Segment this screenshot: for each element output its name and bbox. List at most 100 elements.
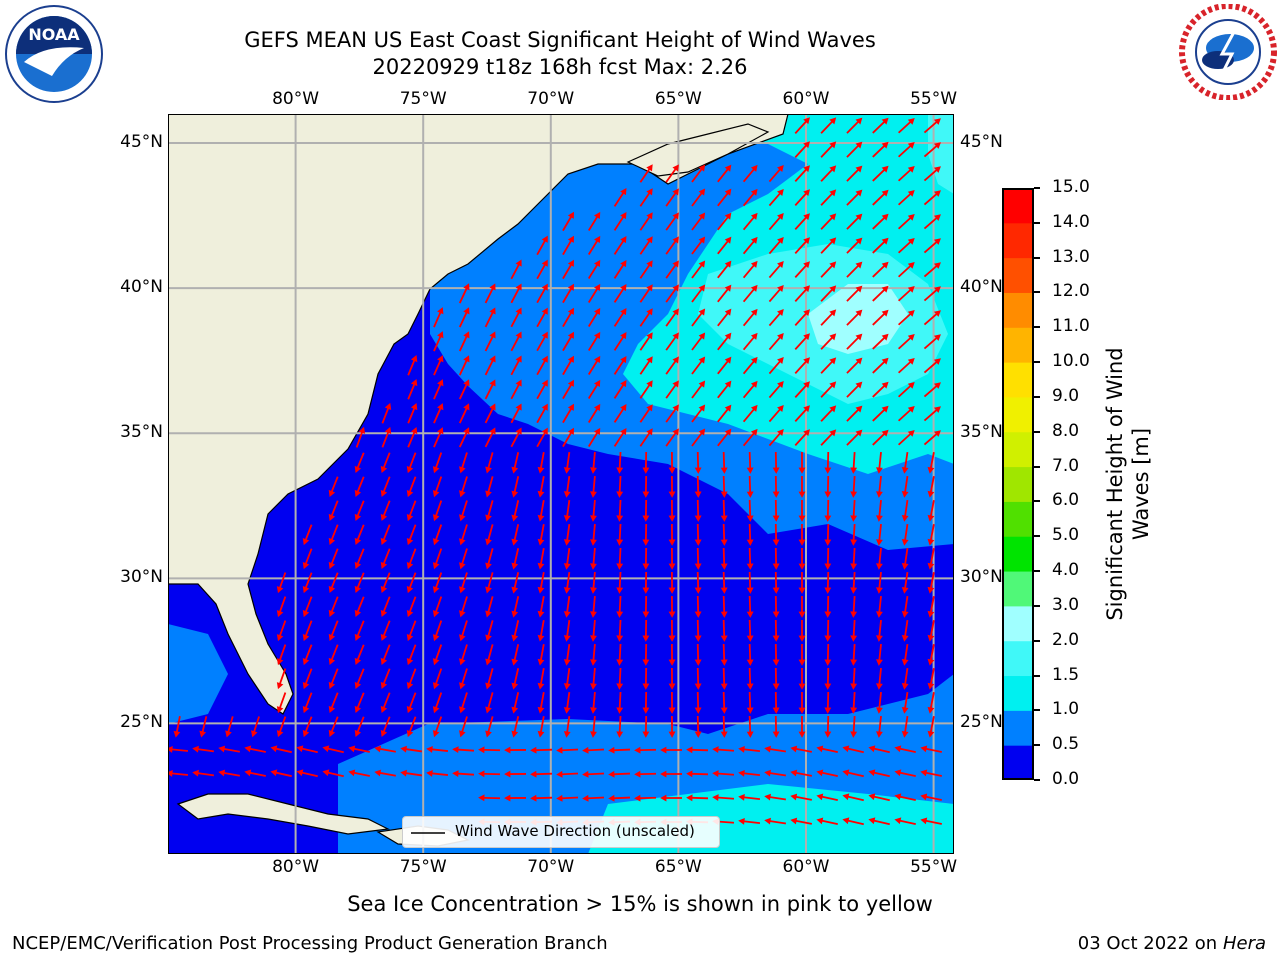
wave-arrow-head: [302, 657, 310, 666]
wave-arrow-head: [646, 284, 653, 292]
wave-arrow-head: [668, 659, 676, 666]
lon-label-bottom: 60°W: [782, 857, 830, 877]
wave-arrow-head: [485, 538, 492, 546]
wave-arrow-head: [642, 731, 650, 738]
wave-arrow-head: [590, 467, 597, 474]
wave-arrow-head: [712, 746, 719, 754]
wave-arrow-head: [829, 117, 837, 125]
wave-arrow-head: [824, 467, 832, 474]
wave-arrow-head: [901, 659, 909, 666]
wave-arrow-head: [772, 587, 780, 594]
wave-arrow-head: [642, 659, 650, 666]
wave-arrow-head: [816, 769, 824, 777]
wave-arrow-head: [616, 539, 624, 546]
colorbar-tick-label: 8.0: [1052, 420, 1080, 441]
wave-arrow-head: [777, 261, 784, 269]
wave-arrow-head: [933, 406, 941, 413]
wave-arrow-head: [515, 355, 522, 363]
wave-arrow-head: [406, 538, 414, 546]
lon-label-top: 80°W: [272, 89, 320, 109]
wave-arrow-head: [881, 237, 889, 245]
wave-arrow-head: [582, 746, 589, 754]
wave-arrow-head: [489, 379, 496, 387]
wave-arrow-head: [192, 745, 199, 753]
wave-arrow-head: [348, 745, 356, 753]
wave-arrow-head: [646, 188, 653, 196]
colorbar: [1002, 188, 1034, 781]
wave-arrow-head: [746, 587, 754, 594]
wave-arrow-head: [798, 731, 806, 738]
wave-arrow-head: [694, 731, 702, 738]
wave-arrow-head: [798, 563, 806, 570]
wave-arrow-head: [485, 610, 492, 618]
wave-arrow-head: [594, 379, 601, 388]
colorbar-tick-mark: [1034, 361, 1040, 364]
wave-arrow-head: [850, 467, 858, 474]
wave-arrow-head: [907, 357, 915, 365]
wave-arrow-head: [672, 188, 679, 196]
wave-arrow-head: [907, 333, 915, 341]
wave-arrow-head: [772, 611, 780, 618]
wave-arrow-head: [276, 730, 284, 738]
wave-arrow-head: [798, 467, 806, 474]
wave-arrow-head: [374, 769, 382, 777]
wave-arrow-head: [927, 730, 935, 738]
wave-arrow-head: [642, 467, 650, 474]
colorbar-tick-mark: [1034, 570, 1040, 573]
wave-arrow-head: [358, 426, 366, 434]
wave-arrow-head: [541, 427, 548, 435]
wave-arrow-head: [459, 466, 466, 474]
wave-arrow-head: [790, 745, 798, 753]
wave-arrow-head: [698, 380, 706, 388]
wave-arrow-head: [694, 563, 702, 570]
wave-arrow-head: [720, 515, 728, 522]
wave-arrow-head: [489, 355, 496, 363]
wave-arrow-head: [777, 333, 784, 341]
lon-label-bottom: 80°W: [272, 857, 320, 877]
wave-arrow-head: [192, 769, 199, 777]
wave-arrow-head: [750, 164, 758, 172]
wave-arrow-head: [380, 609, 388, 618]
wave-arrow-head: [590, 683, 597, 690]
wave-arrow-head: [563, 491, 571, 498]
wave-arrow-head: [452, 770, 459, 778]
wave-arrow-head: [646, 332, 653, 340]
map-canvas: [166, 113, 955, 855]
wave-arrow-head: [724, 308, 732, 316]
wave-arrow-head: [894, 817, 902, 825]
wave-arrow-head: [927, 490, 935, 498]
wave-arrow-head: [608, 770, 615, 778]
wave-arrow-head: [410, 355, 418, 363]
wave-arrow-head: [328, 609, 336, 618]
wave-arrow-head: [296, 769, 304, 777]
colorbar-tick-mark: [1034, 639, 1040, 642]
wave-arrow-head: [933, 214, 941, 221]
wave-arrow-head: [410, 427, 418, 435]
wave-arrow-head: [563, 563, 571, 570]
colorbar-tick-label: 15.0: [1052, 177, 1090, 197]
wave-arrow-head: [824, 611, 832, 618]
wave-arrow-head: [537, 682, 545, 690]
wave-arrow-head: [400, 769, 407, 777]
wave-arrow-head: [432, 538, 440, 546]
wave-arrow-head: [803, 381, 810, 389]
wave-arrow-head: [746, 611, 754, 618]
wave-arrow-head: [406, 610, 414, 618]
wave-arrow-head: [463, 379, 470, 387]
wave-arrow-head: [406, 634, 414, 642]
wave-arrow-head: [225, 730, 232, 738]
wave-arrow-head: [933, 334, 941, 341]
wave-arrow-head: [855, 117, 863, 125]
wave-arrow-head: [927, 466, 935, 474]
wave-arrow-head: [485, 514, 492, 522]
wave-arrow-head: [803, 189, 810, 197]
wave-arrow-head: [354, 537, 362, 546]
wave-arrow-head: [354, 729, 362, 738]
wave-arrow-head: [563, 587, 571, 594]
wave-arrow-head: [829, 285, 837, 293]
wave-arrow-head: [803, 285, 810, 293]
wave-arrow-head: [616, 563, 624, 570]
wave-arrow-head: [933, 358, 941, 365]
wave-arrow-head: [276, 706, 284, 714]
wave-arrow-head: [668, 587, 676, 594]
